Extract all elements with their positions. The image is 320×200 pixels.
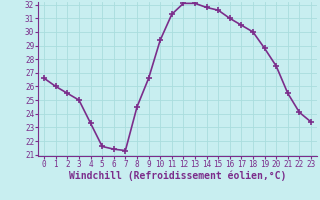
X-axis label: Windchill (Refroidissement éolien,°C): Windchill (Refroidissement éolien,°C) bbox=[69, 171, 286, 181]
